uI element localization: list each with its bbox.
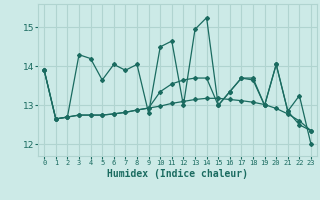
X-axis label: Humidex (Indice chaleur): Humidex (Indice chaleur) [107, 169, 248, 179]
